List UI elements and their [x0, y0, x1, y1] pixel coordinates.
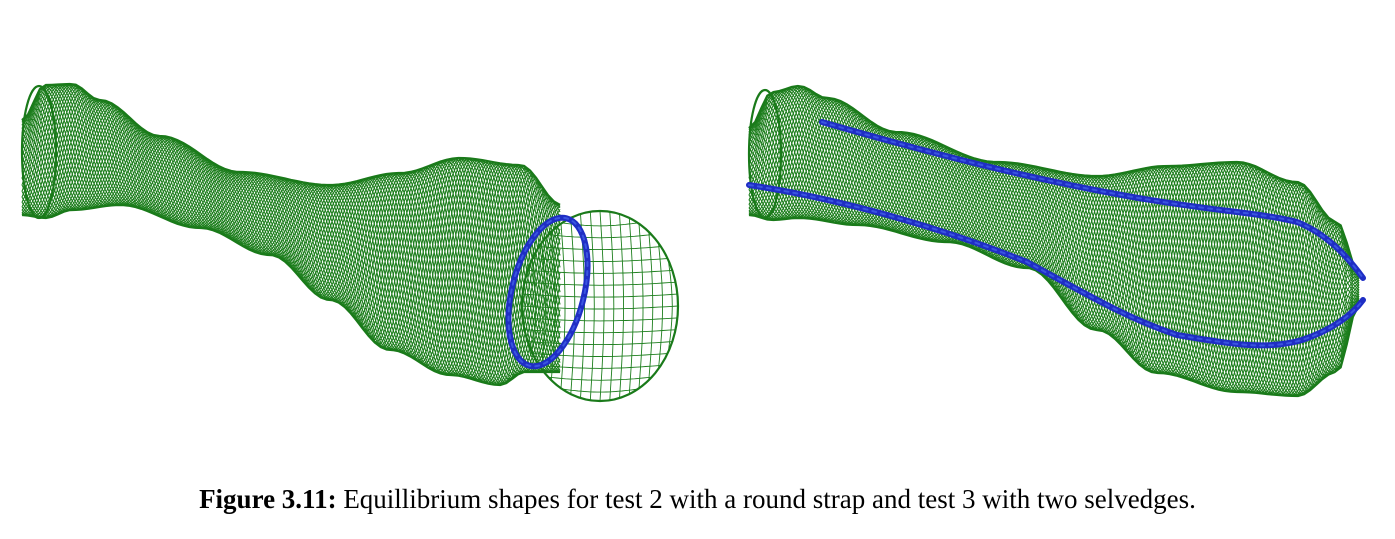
mesh-thread	[748, 97, 1360, 395]
mesh-thread	[21, 93, 561, 373]
mesh-thread	[21, 99, 561, 385]
mesh-thread	[628, 217, 634, 395]
mesh-thread	[21, 90, 561, 385]
mesh-thread	[667, 259, 673, 353]
mesh-thread	[589, 211, 595, 401]
mesh-thread	[21, 97, 561, 372]
mesh-thread	[21, 90, 561, 373]
figure-left-test2-round-strap	[0, 0, 697, 440]
mesh-thread	[21, 87, 561, 383]
mesh-edge-bottom	[21, 203, 560, 387]
figure-caption: Figure 3.11: Equillibrium shapes for tes…	[0, 482, 1395, 516]
mesh-thread	[532, 258, 668, 262]
mesh-thread	[21, 84, 561, 375]
mesh-thread	[21, 93, 561, 384]
mesh-thread	[521, 305, 679, 310]
selvedges	[746, 119, 1366, 349]
mesh-thread	[524, 281, 676, 286]
mesh-thread	[748, 98, 1360, 385]
mesh-thread	[619, 213, 624, 399]
mesh-thread	[748, 96, 1360, 385]
mesh-thread	[748, 101, 1360, 396]
mesh-thread	[522, 293, 678, 298]
mesh-thread	[748, 97, 1360, 395]
mesh-thread	[524, 329, 676, 334]
figure-caption-text: Equillibrium shapes for test 2 with a ro…	[336, 484, 1196, 514]
mesh-thread	[748, 96, 1360, 394]
selvedge-lower	[746, 182, 1366, 349]
mesh-thread	[638, 223, 644, 389]
selvedge-upper-highlight	[821, 121, 1364, 279]
mesh-thread	[748, 93, 1360, 393]
mesh-thread	[21, 99, 561, 386]
figure-right-test3-selvedges	[697, 0, 1394, 440]
mesh-thread	[21, 84, 561, 376]
mesh-thread	[21, 85, 561, 375]
mesh-thread	[648, 231, 654, 381]
mesh-edge-top	[748, 84, 1360, 273]
mesh-thread	[21, 100, 561, 384]
mesh-wireframe	[20, 82, 680, 403]
mesh-thread	[748, 102, 1360, 397]
mesh-thread	[599, 210, 605, 402]
mesh-edge-bottom	[748, 213, 1360, 398]
mesh-open-end	[747, 88, 783, 220]
mesh-thread	[548, 376, 652, 381]
mesh-thread	[748, 98, 1360, 385]
mesh-edge	[520, 209, 680, 403]
mesh-thread	[522, 317, 678, 322]
mesh-thread	[562, 388, 638, 393]
mesh-thread	[541, 243, 546, 369]
mesh-thread	[748, 100, 1360, 396]
mesh-thread	[21, 86, 561, 375]
mesh-thread	[570, 217, 576, 395]
mesh-thread	[527, 341, 673, 346]
mesh-thread	[21, 88, 561, 382]
mesh-wireframe	[747, 84, 1360, 398]
mesh-thread	[21, 100, 561, 384]
mesh-thread	[560, 223, 566, 389]
figure-label: Figure 3.11:	[199, 484, 337, 514]
mesh-thread	[21, 97, 561, 386]
round-strap-highlight	[507, 216, 589, 368]
mesh-thread	[748, 99, 1360, 396]
mesh-thread	[21, 88, 561, 374]
mesh-thread	[21, 95, 561, 385]
mesh-thread	[748, 98, 1360, 396]
mesh-thread	[548, 234, 652, 239]
mesh-thread	[658, 243, 663, 369]
mesh-shape-round-strap	[20, 82, 680, 403]
mesh-shape-two-selvedges	[746, 84, 1366, 398]
mesh-thread	[748, 96, 1360, 385]
mesh-thread	[527, 269, 673, 274]
mesh-open-end	[20, 84, 58, 220]
mesh-thread	[609, 211, 615, 401]
mesh-edge-top	[21, 82, 561, 206]
mesh-thread	[531, 259, 537, 353]
round-strap	[505, 214, 591, 370]
